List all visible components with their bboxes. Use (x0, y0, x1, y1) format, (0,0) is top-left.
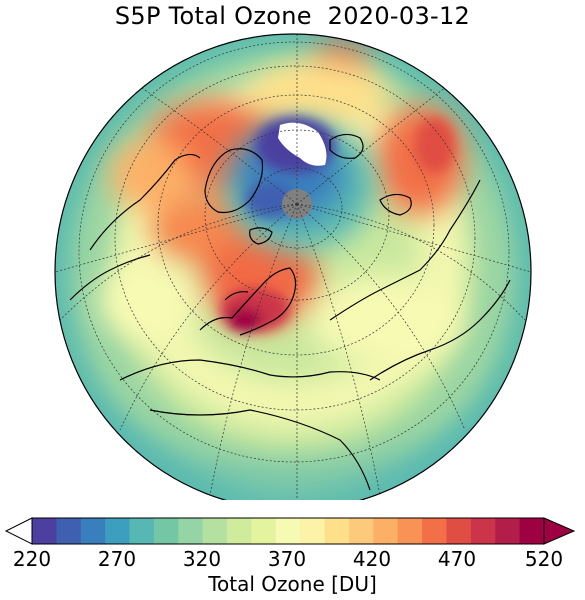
colorbar-tick-label: 320 (182, 547, 222, 571)
colorbar-frame (31, 517, 545, 545)
colorbar (4, 517, 576, 545)
colorbar-segment (275, 518, 301, 544)
colorbar-segment (373, 518, 399, 544)
colorbar-segment (80, 518, 106, 544)
colorbar-segment (178, 518, 204, 544)
coastlines (69, 133, 511, 491)
colorbar-tick-label: 370 (267, 547, 307, 571)
colorbar-segment (422, 518, 447, 544)
colorbar-segment (56, 518, 82, 544)
colorbar-segment (348, 518, 374, 544)
colorbar-tick-label: 420 (352, 547, 392, 571)
globe-outline (54, 33, 532, 500)
colorbar-segment (32, 518, 57, 544)
colorbar-tick-label: 520 (524, 547, 564, 571)
colorbar-segment (495, 518, 521, 544)
ozone-field (55, 34, 531, 500)
colorbar-segment (446, 518, 472, 544)
polar-night-area (278, 122, 327, 166)
colorbar-tick-label: 220 (12, 547, 52, 571)
colorbar-segment (470, 518, 496, 544)
colorbar-tick-label: 470 (437, 547, 477, 571)
colorbar-segment (227, 518, 252, 544)
colorbar-segment (397, 518, 423, 544)
colorbar-segment (153, 518, 179, 544)
ozone-map (54, 33, 532, 500)
graticule (55, 34, 531, 500)
colorbar-extend-low (4, 517, 33, 545)
colorbar-segment (324, 518, 350, 544)
colorbar-segment (202, 518, 228, 544)
colorbar-tick-label: 270 (97, 547, 137, 571)
colorbar-segment (129, 518, 155, 544)
colorbar-segment (300, 518, 326, 544)
colorbar-label: Total Ozone [DU] (208, 572, 377, 596)
map-title: S5P Total Ozone 2020-03-12 (114, 2, 471, 30)
colorbar-extend-high (543, 517, 576, 545)
colorbar-segment (519, 518, 545, 544)
colorbar-segment (105, 518, 131, 544)
colorbar-segment (251, 518, 277, 544)
